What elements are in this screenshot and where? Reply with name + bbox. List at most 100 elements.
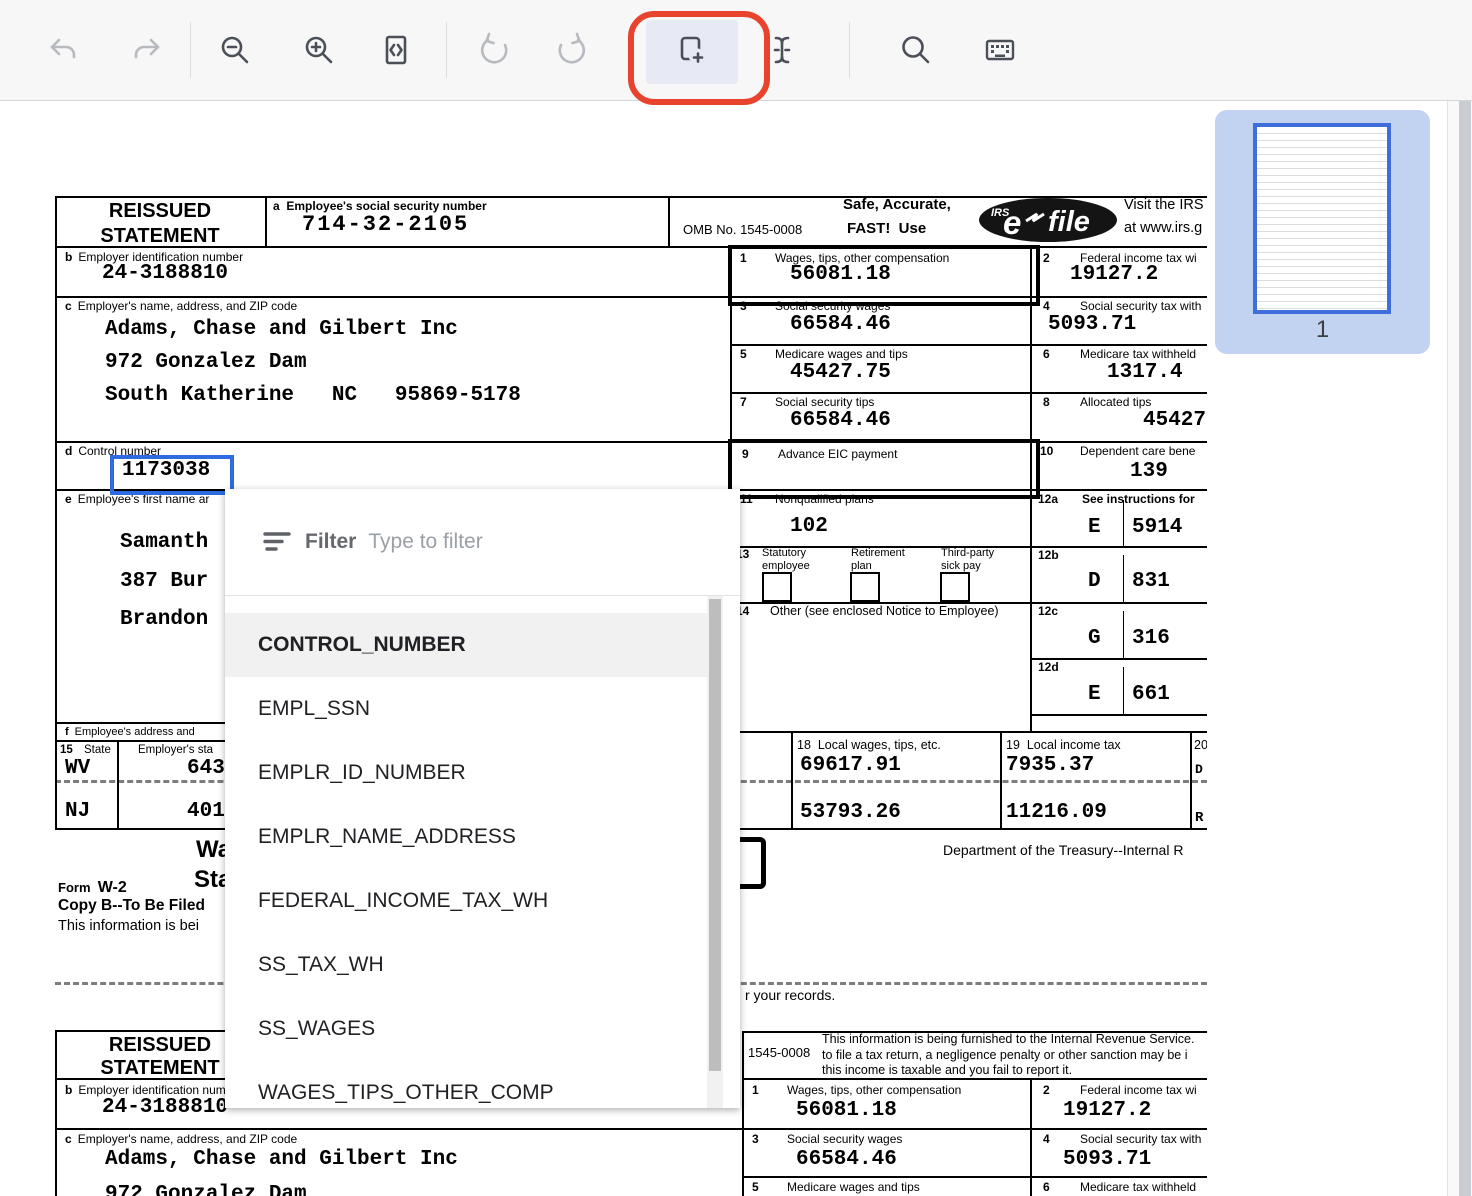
box1-label-bottom: Wages, tips, other compensation [787,1083,962,1097]
form-name: W-2 [97,879,127,896]
dropdown-item-ss-wages[interactable]: SS_WAGES [258,1017,376,1040]
grid-line [730,344,1207,346]
box4-number: 4 [1043,299,1050,313]
employer-name-bottom: Adams, Chase and Gilbert Inc [105,1148,458,1171]
box7-value: 66584.46 [790,409,891,432]
redo-icon [134,38,160,59]
box5-value: 45427.75 [790,361,891,384]
box12d-number: 12d [1038,660,1059,674]
box19-label: Local income tax [1026,738,1121,752]
employer-street: 972 Gonzalez Dam [105,351,307,374]
box-f-label: Employee's address and [74,726,195,738]
page-thumbnail[interactable] [1253,123,1391,314]
grid-line [55,296,1207,298]
document-page: REISSUED STATEMENT a Employee's social s… [0,100,1207,1196]
box3-number-bottom: 3 [752,1132,759,1146]
box3-number: 3 [740,299,747,313]
toolbar-divider [190,22,191,78]
dropdown-item-federal-income-tax-wh[interactable]: FEDERAL_INCOME_TAX_WH [258,889,549,912]
statutory-employee-checkbox[interactable] [762,572,792,602]
box10-label: Dependent care bene [1080,444,1196,458]
grid-line [730,392,1207,394]
fit-to-page-icon [385,35,407,65]
box5-label: Medicare wages and tips [775,347,908,361]
undo-icon [50,38,76,59]
box12b-number: 12b [1038,548,1059,562]
annotation-box-wages[interactable] [728,245,1040,306]
rotate-left-button[interactable] [477,32,511,67]
dropdown-item-wages-tips-other-comp[interactable]: WAGES_TIPS_OTHER_COMP [258,1081,554,1104]
box12a-value: 5914 [1132,516,1183,539]
grid-line [55,196,1207,198]
box5-number: 5 [740,347,747,361]
grid-line [55,441,1207,443]
retirement-plan-checkbox[interactable] [850,572,880,602]
redo-button[interactable] [130,33,164,67]
filter-input[interactable] [366,529,671,555]
box12a-label: See instructions for [1082,492,1195,506]
box2-label-bottom: Federal income tax wi [1080,1083,1197,1097]
box6-label-bottom: Medicare tax withheld [1080,1180,1197,1194]
box2-value-bottom: 19127.2 [1063,1099,1152,1122]
keyboard-button[interactable] [983,33,1017,67]
employee-line1: Samanth [120,531,209,554]
third-party-sick-pay-checkbox[interactable] [940,572,970,602]
box11-value: 102 [790,515,828,538]
state-id-row1: 643 [187,757,225,780]
text-select-button[interactable] [765,33,799,67]
box7-label: Social security tips [775,395,875,409]
visit-irs-line1: Visit the IRS [1124,197,1204,213]
state-id-row2: 401 [187,800,225,823]
zoom-out-button[interactable] [218,33,252,67]
box8-label: Allocated tips [1080,395,1152,409]
grid-line [1030,247,1032,731]
dropdown-item-ss-tax-wh[interactable]: SS_TAX_WH [258,953,384,976]
grid-line [55,246,1207,248]
selected-annotation-control-number[interactable] [110,455,234,495]
grid-line [1123,611,1124,658]
dropdown-item-control-number[interactable]: CONTROL_NUMBER [225,613,707,677]
annotation-box-advance-eic[interactable] [728,439,1040,499]
box4-value-bottom: 5093.71 [1063,1148,1152,1171]
box20-value1: D [1195,762,1203,777]
dropdown-scrollbar-thumb[interactable] [709,599,721,1071]
grid-line [730,546,1207,548]
box1-number: 1 [740,251,747,265]
add-annotation-box-button[interactable] [675,33,709,67]
box12c-value: 316 [1132,627,1170,650]
state-row2: NJ [65,800,91,823]
search-button[interactable] [899,33,933,67]
omb-fragment: 1545-0008 [748,1045,811,1060]
box-c-label-bottom: Employer's name, address, and ZIP code [77,1132,298,1146]
undo-button[interactable] [46,33,80,67]
zoom-in-icon [305,36,333,64]
dropdown-item-emplr-name-address[interactable]: EMPLR_NAME_ADDRESS [258,825,516,848]
dropdown-item-emplr-id-number[interactable]: EMPLR_ID_NUMBER [258,761,466,784]
vertical-scrollbar-thumb[interactable] [1459,101,1471,1196]
fit-to-page-button[interactable] [379,33,413,67]
employer-street-bottom: 972 Gonzalez Dam [105,1183,307,1196]
efile-e-text: e [1003,204,1021,241]
box13-thirdparty-label2: sick pay [941,560,981,572]
employer-city: South Katherine NC 95869-5178 [105,384,521,407]
efile-lightning [1025,212,1045,223]
box9-number: 9 [742,447,749,461]
zoom-in-button[interactable] [302,33,336,67]
box6-number: 6 [1043,347,1050,361]
toolbar [0,0,1472,105]
box12b-code: D [1088,570,1101,593]
ein-value-bottom: 24-3188810 [102,1096,229,1119]
visit-irs-line2: at www.irs.g [1124,220,1203,236]
dropdown-item-empl-ssn[interactable]: EMPL_SSN [258,697,371,720]
box12a-number: 12a [1038,492,1059,506]
text-select-icon [773,36,791,64]
grid-line [1030,1078,1032,1196]
zoom-out-icon [221,36,249,64]
rotate-right-button[interactable] [555,32,589,67]
box12b-value: 831 [1132,570,1170,593]
box2-value: 19127.2 [1070,263,1159,286]
box18-label: Local wages, tips, etc. [817,738,941,752]
rotate-left-icon [480,32,508,64]
box6-label: Medicare tax withheld [1080,347,1197,361]
